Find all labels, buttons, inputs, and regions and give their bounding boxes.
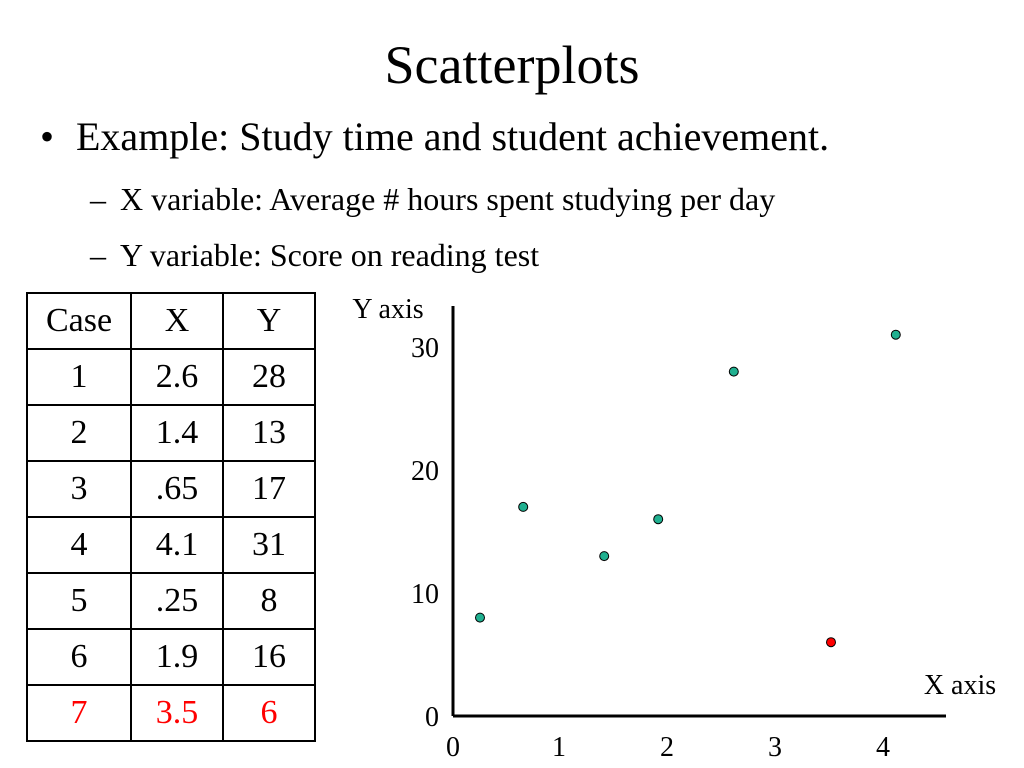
table-header-row: Case X Y bbox=[26, 292, 316, 350]
table-cell: .65 bbox=[130, 460, 224, 518]
table-cell: 28 bbox=[222, 348, 316, 406]
bullet-item: • Example: Study time and student achieve… bbox=[40, 110, 829, 164]
scatter-point bbox=[728, 366, 739, 377]
table-cell: 1.4 bbox=[130, 404, 224, 462]
data-table: Case X Y 1 2.6 28 2 1.4 13 3 .65 17 4 4.… bbox=[26, 292, 316, 742]
y-tick-label: 20 bbox=[411, 456, 439, 487]
bullet-text: Example: Study time and student achievem… bbox=[76, 114, 830, 159]
x-tick-label: 2 bbox=[660, 732, 674, 763]
table-cell: 3 bbox=[26, 460, 132, 518]
slide-title: Scatterplots bbox=[384, 35, 640, 95]
scatter-point bbox=[518, 501, 529, 512]
table-row: 6 1.9 16 bbox=[26, 628, 316, 686]
table-cell: 4 bbox=[26, 516, 132, 574]
table-row: 1 2.6 28 bbox=[26, 348, 316, 406]
x-tick-label: 1 bbox=[552, 732, 566, 763]
table-cell: 17 bbox=[222, 460, 316, 518]
table-cell: 2.6 bbox=[130, 348, 224, 406]
bullet-dot-icon: • bbox=[40, 114, 55, 159]
y-tick-label: 10 bbox=[411, 579, 439, 610]
table-cell: 31 bbox=[222, 516, 316, 574]
table-cell: 16 bbox=[222, 628, 316, 686]
table-row: 3 .65 17 bbox=[26, 460, 316, 518]
scatter-point bbox=[599, 551, 610, 562]
table-row: 2 1.4 13 bbox=[26, 404, 316, 462]
table-row: 4 4.1 31 bbox=[26, 516, 316, 574]
scatter-point bbox=[653, 514, 664, 525]
table-cell: 1 bbox=[26, 348, 132, 406]
column-header: X bbox=[130, 292, 224, 350]
x-tick-label: 4 bbox=[876, 732, 890, 763]
table-row-highlighted: 7 3.5 6 bbox=[26, 684, 316, 742]
table-cell: 2 bbox=[26, 404, 132, 462]
table-cell: 6 bbox=[222, 684, 316, 742]
x-axis-label: X axis bbox=[924, 670, 996, 701]
table-cell: 4.1 bbox=[130, 516, 224, 574]
y-axis-label: Y axis bbox=[352, 294, 423, 325]
table-row: 5 .25 8 bbox=[26, 572, 316, 630]
dash-icon: – bbox=[90, 181, 106, 217]
sub-item-y-variable: – Y variable: Score on reading test bbox=[90, 235, 539, 275]
x-tick-label: 0 bbox=[446, 732, 460, 763]
y-tick-label: 30 bbox=[411, 333, 439, 364]
table-cell: 8 bbox=[222, 572, 316, 630]
column-header: Case bbox=[26, 292, 132, 350]
scatter-point bbox=[475, 612, 485, 623]
table-cell: 3.5 bbox=[130, 684, 224, 742]
table-cell: 6 bbox=[26, 628, 132, 686]
scatter-point bbox=[826, 637, 836, 648]
dash-icon: – bbox=[90, 237, 106, 273]
table-cell: 5 bbox=[26, 572, 132, 630]
sub-item-x-variable: – X variable: Average # hours spent study… bbox=[90, 179, 775, 219]
sub-item-text: X variable: Average # hours spent studyi… bbox=[120, 181, 776, 217]
table-cell: 13 bbox=[222, 404, 316, 462]
y-tick-label: 0 bbox=[425, 702, 439, 733]
table-cell: 7 bbox=[26, 684, 132, 742]
column-header: Y bbox=[222, 292, 316, 350]
scatter-point bbox=[890, 329, 901, 340]
table-cell: 1.9 bbox=[130, 628, 224, 686]
table-cell: .25 bbox=[130, 572, 224, 630]
sub-item-text: Y variable: Score on reading test bbox=[120, 237, 540, 273]
x-tick-label: 3 bbox=[768, 732, 782, 763]
